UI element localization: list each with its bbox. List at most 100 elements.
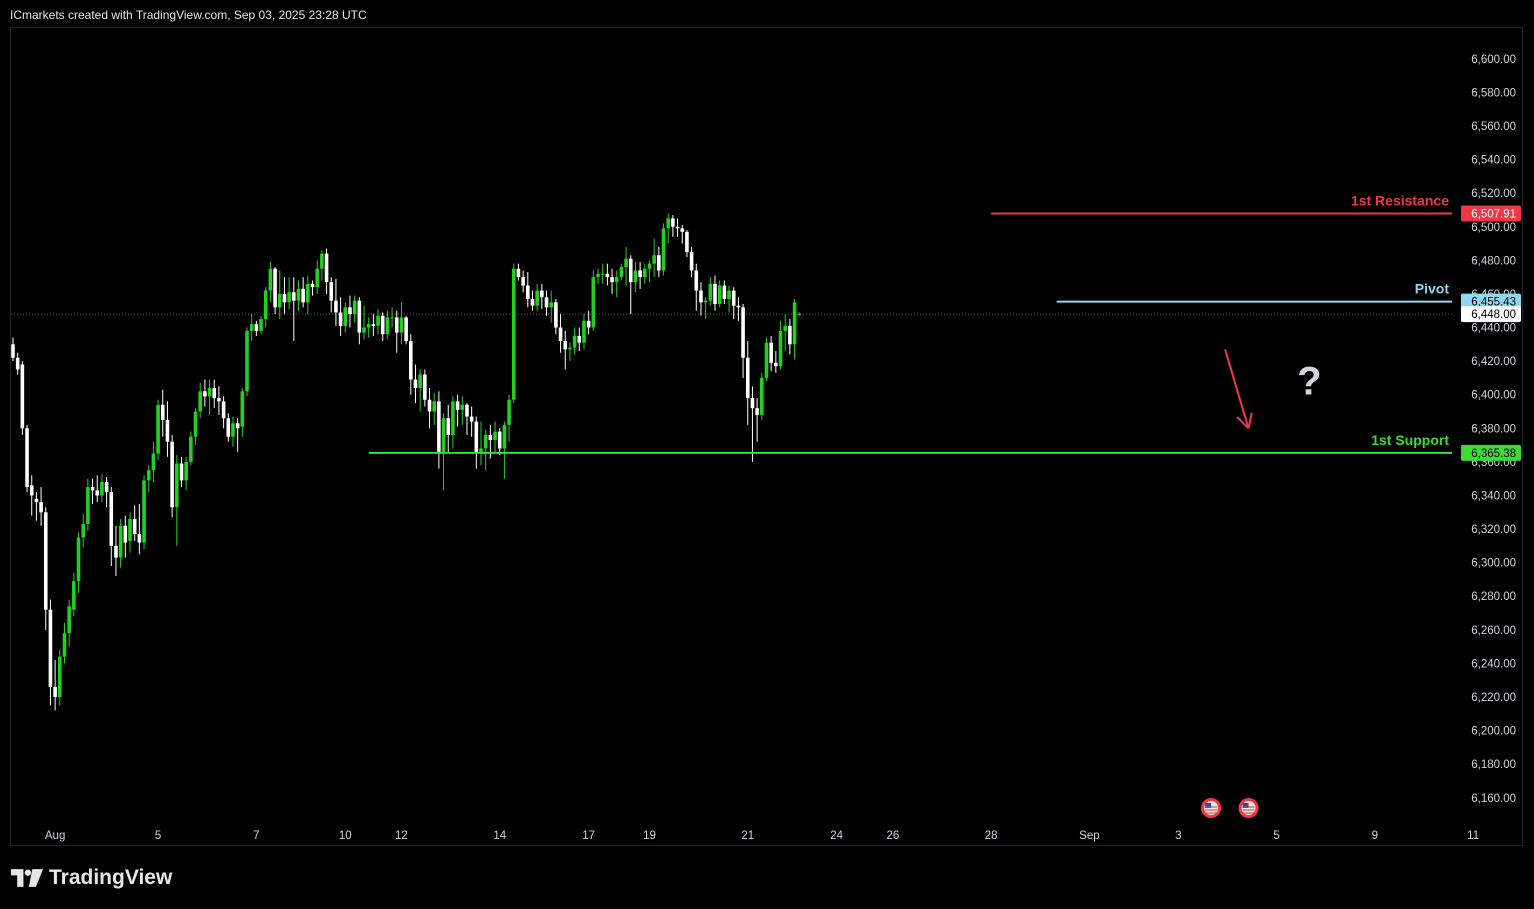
candle-up[interactable] xyxy=(118,525,123,558)
candle-up[interactable] xyxy=(460,404,465,410)
candle-up[interactable] xyxy=(245,330,249,392)
candle-down[interactable] xyxy=(526,285,530,299)
candle-up[interactable] xyxy=(315,268,319,288)
candle-down[interactable] xyxy=(301,288,305,303)
price-axis[interactable] xyxy=(1452,28,1522,845)
candle-up[interactable] xyxy=(146,470,151,481)
candle-down[interactable] xyxy=(334,300,338,313)
candle-up[interactable] xyxy=(568,347,572,350)
candle-down[interactable] xyxy=(774,362,778,367)
candle-down[interactable] xyxy=(53,686,57,698)
candle-up[interactable] xyxy=(624,258,628,268)
candle-up[interactable] xyxy=(666,218,670,229)
candle-down[interactable] xyxy=(685,231,689,252)
candle-up[interactable] xyxy=(493,431,497,441)
candle-up[interactable] xyxy=(643,268,647,278)
candle-up[interactable] xyxy=(708,283,713,301)
candle-up[interactable] xyxy=(479,448,483,452)
candle-down[interactable] xyxy=(394,317,399,333)
candle-up[interactable] xyxy=(549,302,553,308)
candle-down[interactable] xyxy=(741,307,745,358)
candle-up[interactable] xyxy=(58,656,62,698)
candle-up[interactable] xyxy=(764,342,769,378)
candle-down[interactable] xyxy=(137,534,142,543)
candle-up[interactable] xyxy=(287,292,291,303)
candle-down[interactable] xyxy=(310,283,315,288)
candle-down[interactable] xyxy=(577,335,582,343)
candle-down[interactable] xyxy=(226,418,231,437)
candle-down[interactable] xyxy=(324,253,329,283)
candle-up[interactable] xyxy=(600,273,605,275)
candle-down[interactable] xyxy=(469,416,474,422)
candle-down[interactable] xyxy=(132,518,137,535)
candle-down[interactable] xyxy=(29,485,34,496)
candle-down[interactable] xyxy=(554,302,558,328)
candle-down[interactable] xyxy=(563,340,568,350)
candle-down[interactable] xyxy=(413,379,418,388)
candle-up[interactable] xyxy=(652,255,656,264)
candle-down[interactable] xyxy=(217,398,221,402)
candle-up[interactable] xyxy=(385,317,390,335)
candle-down[interactable] xyxy=(605,273,610,278)
candle-down[interactable] xyxy=(455,401,460,410)
candle-down[interactable] xyxy=(628,258,633,283)
candle-up[interactable] xyxy=(582,320,586,343)
candle-up[interactable] xyxy=(306,283,310,303)
candle-down[interactable] xyxy=(170,441,174,508)
candle-up[interactable] xyxy=(778,330,783,367)
candle-down[interactable] xyxy=(657,255,661,271)
candle-up[interactable] xyxy=(343,307,348,326)
candle-up[interactable] xyxy=(572,335,577,348)
candle-up[interactable] xyxy=(792,302,797,345)
candle-up[interactable] xyxy=(647,263,652,269)
candle-down[interactable] xyxy=(731,290,736,306)
candle-up[interactable] xyxy=(296,288,301,301)
candle-up[interactable] xyxy=(100,482,104,496)
candle-down[interactable] xyxy=(20,364,25,429)
candle-down[interactable] xyxy=(671,218,675,227)
candle-down[interactable] xyxy=(39,502,43,513)
candle-down[interactable] xyxy=(788,325,792,345)
candle-down[interactable] xyxy=(516,268,521,278)
candle-up[interactable] xyxy=(797,314,802,316)
candle-up[interactable] xyxy=(390,317,394,319)
candle-up[interactable] xyxy=(362,327,366,333)
candle-down[interactable] xyxy=(465,404,469,417)
candle-down[interactable] xyxy=(713,283,717,305)
candle-down[interactable] xyxy=(348,307,352,315)
candle-down[interactable] xyxy=(586,320,591,328)
candle-up[interactable] xyxy=(432,401,436,412)
candle-up[interactable] xyxy=(727,290,731,299)
candle-up[interactable] xyxy=(661,228,666,271)
candle-up[interactable] xyxy=(189,436,193,462)
candle-down[interactable] xyxy=(521,277,525,286)
price-chart[interactable]: 1st Resistance Pivot 1st Support? 6,600.00 6… xyxy=(11,28,1522,845)
candle-down[interactable] xyxy=(203,391,207,397)
candle-down[interactable] xyxy=(544,297,549,308)
candle-down[interactable] xyxy=(675,226,680,229)
candle-down[interactable] xyxy=(437,401,441,452)
candle-up[interactable] xyxy=(511,268,516,400)
candle-down[interactable] xyxy=(680,228,685,232)
candle-up[interactable] xyxy=(86,487,90,525)
candle-up[interactable] xyxy=(76,537,81,582)
candle-down[interactable] xyxy=(329,282,334,301)
candle-up[interactable] xyxy=(67,606,71,634)
candle-down[interactable] xyxy=(409,340,413,380)
candle-down[interactable] xyxy=(273,268,277,308)
candle-down[interactable] xyxy=(769,342,773,363)
candle-down[interactable] xyxy=(530,298,535,306)
candle-down[interactable] xyxy=(25,428,29,488)
candle-down[interactable] xyxy=(423,374,427,400)
candle-up[interactable] xyxy=(633,270,638,283)
candle-down[interactable] xyxy=(109,492,114,546)
candle-up[interactable] xyxy=(175,463,179,508)
candle-down[interactable] xyxy=(34,498,39,503)
candle-down[interactable] xyxy=(95,490,100,496)
candle-up[interactable] xyxy=(184,461,188,481)
candle-up[interactable] xyxy=(81,524,85,538)
candle-down[interactable] xyxy=(694,270,699,291)
candle-up[interactable] xyxy=(451,401,455,436)
candle-down[interactable] xyxy=(15,357,20,370)
candle-down[interactable] xyxy=(123,525,128,543)
